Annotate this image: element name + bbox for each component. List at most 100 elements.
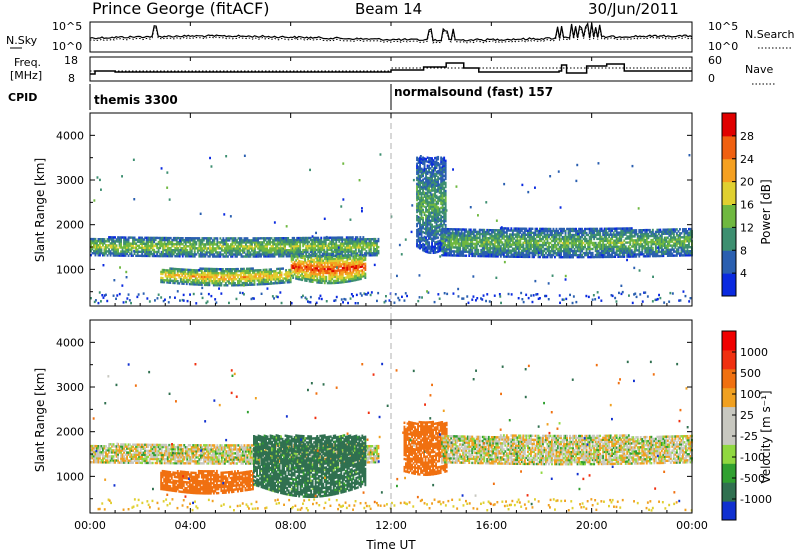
heatmap-cell: [248, 251, 250, 254]
heatmap-cell: [417, 175, 420, 179]
heatmap-cell: [440, 220, 443, 224]
heatmap-cell: [313, 272, 316, 276]
heatmap-cell: [523, 233, 526, 237]
heatmap-cell: [139, 254, 142, 258]
heatmap-cell: [560, 231, 562, 235]
heatmap-cell: [359, 255, 362, 259]
heatmap-cell: [443, 218, 446, 222]
heatmap-cell: [621, 243, 624, 246]
heatmap-cell: [243, 255, 246, 258]
heatmap-cell: [346, 266, 349, 269]
heatmap-cell: [474, 248, 477, 252]
heatmap-cell: [231, 245, 234, 248]
heatmap-cell: [434, 241, 436, 244]
heatmap-cell: [445, 250, 448, 253]
heatmap-cell: [292, 276, 295, 280]
heatmap-cell: [522, 233, 525, 236]
heatmap-cell: [198, 255, 201, 258]
heatmap-cell: [277, 277, 280, 281]
heatmap-cell: [566, 249, 568, 253]
heatmap-cell: [194, 283, 197, 286]
heatmap-cell: [120, 252, 122, 255]
heatmap-cell: [360, 240, 363, 243]
heatmap-cell: [462, 232, 465, 235]
heatmap-cell: [232, 274, 235, 277]
heatmap-cell: [299, 254, 302, 257]
heatmap-cell: [275, 239, 277, 242]
heatmap-cell: [249, 251, 252, 254]
heatmap-cell: [459, 238, 462, 241]
heatmap-cell: [196, 269, 199, 272]
heatmap-cell: [435, 232, 438, 236]
heatmap-cell: [514, 239, 517, 242]
heatmap-cell: [176, 274, 179, 277]
heatmap-cell: [554, 229, 556, 233]
heatmap-cell: [584, 237, 586, 241]
heatmap-cell: [432, 179, 435, 182]
heatmap-cell: [483, 238, 486, 242]
heatmap-cell: [428, 158, 430, 162]
heatmap-cell: [530, 239, 532, 243]
heatmap-cell: [496, 241, 499, 244]
heatmap-cell: [181, 274, 184, 277]
heatmap-cell: [438, 177, 441, 180]
heatmap-cell: [170, 271, 173, 274]
heatmap-cell: [437, 214, 440, 217]
heatmap-cell: [277, 275, 280, 279]
heatmap-cell: [193, 249, 196, 252]
heatmap-cell: [90, 237, 92, 241]
heatmap-cell: [299, 262, 302, 265]
heatmap-cell: [251, 241, 253, 244]
heatmap-cell: [156, 236, 159, 240]
heatmap-cell: [511, 229, 514, 232]
heatmap-cell: [440, 236, 443, 240]
heatmap-cell: [483, 232, 486, 236]
heatmap-cell: [117, 254, 119, 257]
heatmap-cell: [279, 277, 281, 281]
heatmap-cell: [175, 253, 178, 256]
heatmap-cell: [320, 279, 323, 283]
heatmap-cell: [126, 238, 128, 241]
heatmap-cell: [307, 259, 310, 263]
heatmap-cell: [454, 238, 457, 241]
heatmap-cell: [240, 283, 242, 287]
heatmap-cell: [260, 243, 262, 246]
heatmap-cell: [429, 199, 432, 202]
heatmap-cell: [249, 243, 252, 246]
heatmap-cell: [600, 229, 603, 233]
heatmap-cell: [285, 277, 287, 280]
heatmap-cell: [355, 274, 358, 278]
heatmap-cell: [483, 248, 486, 252]
heatmap-cell: [434, 164, 436, 168]
heatmap-cell: [112, 248, 115, 251]
heatmap-cell: [200, 279, 203, 282]
heatmap-cell: [280, 271, 283, 274]
heatmap-cell: [353, 272, 356, 276]
heatmap-cell: [187, 241, 190, 244]
heatmap-cell: [279, 271, 281, 275]
heatmap-cell: [459, 250, 462, 253]
heatmap-cell: [423, 177, 426, 180]
heatmap-cell: [516, 237, 519, 240]
heatmap-cell: [480, 232, 483, 236]
heatmap-cell: [617, 247, 620, 250]
heatmap-cell: [166, 269, 169, 272]
heatmap-cell: [355, 268, 358, 272]
heatmap-cell: [520, 229, 523, 232]
heatmap-cell: [347, 254, 350, 257]
heatmap-cell: [120, 242, 122, 245]
heatmap-cell: [298, 261, 301, 265]
heatmap-cell: [115, 252, 118, 255]
heatmap-cell: [252, 279, 254, 282]
heatmap-cell: [144, 250, 147, 254]
heatmap-cell: [264, 251, 267, 254]
heatmap-cell: [193, 245, 196, 248]
heatmap-cell: [423, 205, 426, 208]
heatmap-cell: [419, 188, 421, 192]
heatmap-cell: [163, 240, 166, 244]
heatmap-cell: [443, 221, 446, 224]
heatmap-cell: [153, 244, 156, 248]
heatmap-cell: [326, 238, 329, 242]
heatmap-cell: [437, 206, 440, 209]
heatmap-cell: [543, 255, 546, 259]
